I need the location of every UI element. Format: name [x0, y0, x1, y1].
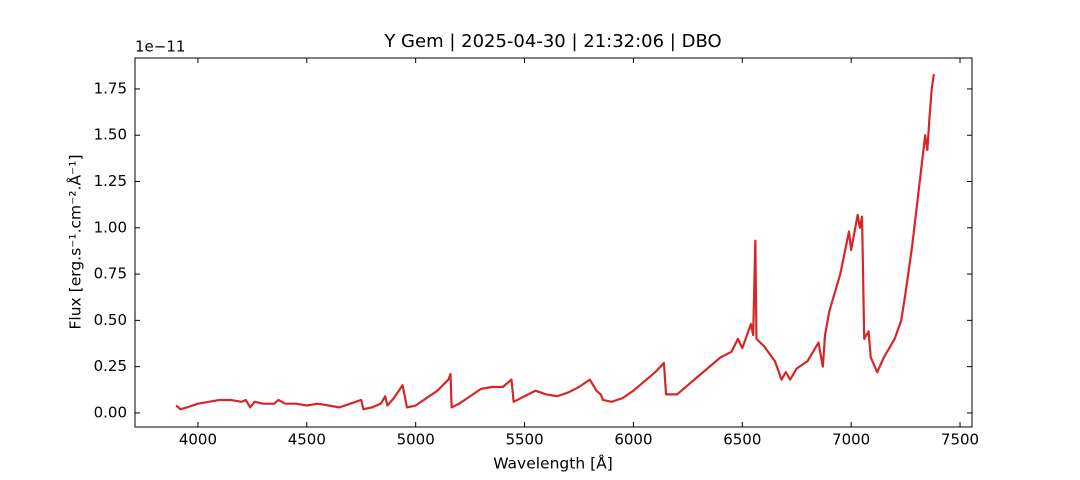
- y-tick-label: 1.25: [94, 172, 127, 190]
- x-tick-label: 6000: [614, 431, 652, 449]
- x-tick-label: 6500: [723, 431, 761, 449]
- x-tick-label: 4500: [288, 431, 326, 449]
- chart-title: Y Gem | 2025-04-30 | 21:32:06 | DBO: [383, 31, 721, 52]
- y-tick-label: 0.00: [94, 403, 127, 421]
- y-tick-label: 1.00: [94, 218, 127, 236]
- y-tick-label: 0.75: [94, 265, 127, 283]
- y-tick-label: 1.50: [94, 126, 127, 144]
- plot-frame: [134, 57, 973, 428]
- x-axis-label: Wavelength [Å]: [493, 454, 613, 473]
- spectrum-line: [175, 73, 935, 411]
- x-tick-label: 5500: [505, 431, 543, 449]
- x-tick-label: 5000: [397, 431, 435, 449]
- x-tick-label: 7500: [941, 431, 979, 449]
- y-tick-label: 0.25: [94, 357, 127, 375]
- x-tick-label: 7000: [832, 431, 870, 449]
- y-axis-label: Flux [erg.s⁻¹.cm⁻².Å⁻¹]: [66, 155, 85, 330]
- y-offset-label: 1e−11: [135, 38, 185, 56]
- x-tick-label: 4000: [179, 431, 217, 449]
- y-tick-label: 1.75: [94, 79, 127, 97]
- y-tick-label: 0.50: [94, 311, 127, 329]
